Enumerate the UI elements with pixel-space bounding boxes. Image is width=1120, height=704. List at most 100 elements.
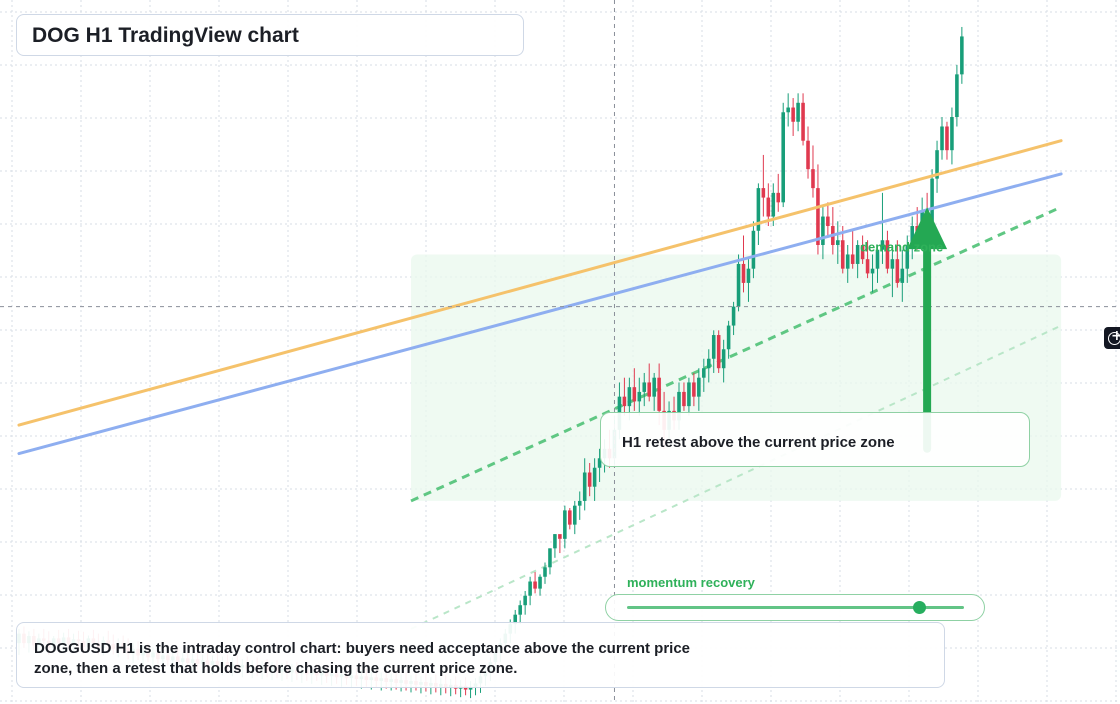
candle: [558, 534, 562, 554]
candle-body: [592, 467, 597, 487]
momentum-label: momentum recovery: [627, 575, 755, 590]
candle-body: [572, 505, 577, 525]
candle-body: [726, 325, 731, 350]
candle: [682, 382, 686, 411]
candle: [726, 320, 731, 359]
candle-body: [930, 178, 934, 222]
candle: [706, 349, 711, 383]
candle-body: [697, 377, 701, 397]
candle: [548, 548, 552, 575]
candle: [563, 505, 567, 549]
candle: [796, 93, 800, 132]
retest-annotation: H1 retest above the current price zone: [600, 412, 1030, 467]
candle: [622, 377, 627, 416]
candle: [826, 202, 830, 236]
candle-body: [845, 254, 850, 269]
candle-body: [706, 358, 711, 369]
momentum-track: [627, 606, 964, 609]
candle: [885, 230, 890, 274]
candle-body: [786, 107, 790, 113]
candle-body: [528, 581, 532, 596]
candle: [960, 26, 964, 84]
candle-body: [756, 188, 761, 231]
candle: [647, 363, 652, 402]
candle-body: [855, 244, 860, 264]
candle-body: [632, 387, 637, 402]
candle-body: [538, 576, 542, 589]
candle-body: [568, 510, 572, 525]
candle: [523, 590, 527, 615]
candle-body: [716, 335, 721, 369]
candle: [716, 330, 721, 373]
candle: [900, 249, 905, 302]
candle-body: [677, 391, 681, 421]
upper-channel-line: [410, 205, 1062, 503]
candle-body: [870, 268, 875, 274]
candle-body: [826, 216, 830, 227]
candle: [806, 126, 810, 179]
candle: [582, 458, 587, 511]
candle: [761, 154, 766, 217]
candle: [533, 572, 537, 594]
candle-body: [865, 259, 870, 274]
candle-body: [642, 382, 647, 392]
candle: [731, 301, 736, 336]
candle-body: [801, 102, 805, 141]
candle-body: [860, 244, 865, 260]
candle-body: [736, 263, 741, 307]
candle-body: [652, 377, 656, 397]
candle-body: [657, 377, 661, 411]
candle: [801, 93, 805, 146]
summary-note: DOGGUSD H1 is the intraday control chart…: [16, 622, 945, 688]
candle-body: [821, 216, 825, 245]
candle: [910, 216, 915, 260]
candle: [637, 377, 642, 416]
candle-body: [960, 36, 964, 75]
candle-body: [721, 349, 726, 369]
candle-body: [885, 240, 890, 269]
candle: [945, 121, 949, 160]
candle: [543, 562, 547, 584]
candle-body: [627, 387, 632, 407]
candle-body: [558, 534, 562, 539]
candle-body: [711, 335, 716, 359]
candle-body: [905, 244, 910, 269]
candle: [865, 240, 870, 279]
candle-body: [895, 259, 900, 283]
candle-body: [761, 188, 766, 198]
candle: [781, 102, 785, 208]
candle-body: [513, 614, 518, 625]
candle: [836, 221, 840, 264]
candle-body: [741, 263, 746, 283]
candle-body: [836, 240, 840, 245]
candle-body: [771, 192, 776, 217]
candle-body: [543, 567, 547, 577]
crosshair-add-icon[interactable]: [1104, 327, 1120, 349]
candle: [736, 254, 741, 312]
candle-body: [468, 686, 473, 690]
candle: [811, 145, 815, 198]
candle: [786, 93, 790, 127]
candle: [553, 534, 557, 558]
candle: [592, 458, 597, 501]
candle: [632, 368, 637, 411]
candle: [697, 368, 701, 411]
candle-body: [766, 197, 771, 217]
candle: [950, 107, 954, 165]
candle-body: [751, 230, 756, 269]
candle-body: [811, 169, 815, 189]
candle: [687, 377, 691, 416]
candle-body: [682, 391, 686, 407]
momentum-knob: [912, 601, 926, 614]
candle-body: [582, 472, 587, 501]
candle: [880, 192, 885, 264]
candle: [597, 448, 602, 482]
candle: [702, 358, 706, 392]
candle-body: [597, 458, 602, 468]
candle: [642, 372, 647, 407]
candle-body: [587, 472, 592, 487]
candle-body: [553, 534, 557, 549]
candle-body: [890, 259, 895, 269]
momentum-meter: [605, 594, 985, 621]
candle: [935, 140, 939, 193]
